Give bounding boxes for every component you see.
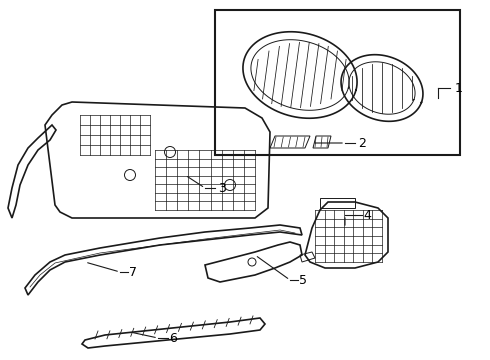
Bar (215, 10, 460, 155)
Text: 2: 2 (358, 136, 366, 149)
Text: 4: 4 (363, 208, 371, 221)
Text: 3: 3 (218, 181, 226, 194)
Text: 7: 7 (129, 266, 137, 279)
Text: 5: 5 (299, 274, 307, 287)
Text: 6: 6 (169, 332, 177, 345)
Text: 1: 1 (455, 81, 463, 94)
Bar (320, 198, 355, 208)
